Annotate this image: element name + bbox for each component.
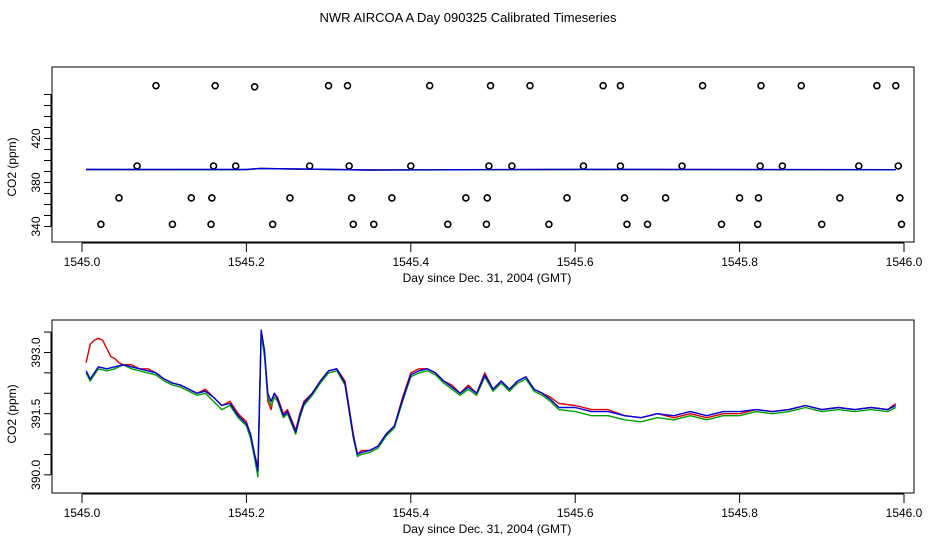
top-chart-data-point bbox=[483, 194, 492, 202]
top-chart-data-point bbox=[894, 162, 903, 170]
top-chart-data-point bbox=[897, 220, 906, 229]
top-chart-data-point bbox=[757, 81, 765, 90]
top-chart-data-point bbox=[231, 162, 240, 170]
top-chart-data-point bbox=[349, 220, 358, 229]
top-chart-panel: Day since Dec. 31, 2004 (GMT) CO2 (ppm) … bbox=[5, 66, 923, 285]
top-chart-y-tick-label: 340 bbox=[29, 216, 43, 236]
bottom-chart-x-tick-label: 1545.8 bbox=[721, 506, 758, 520]
top-chart-data-point bbox=[443, 220, 452, 229]
top-chart-data-point bbox=[526, 81, 534, 90]
bottom-chart-series-blue-line bbox=[85, 329, 897, 472]
top-chart-data-point bbox=[545, 220, 553, 229]
top-chart-data-point bbox=[482, 220, 491, 229]
top-chart-data-point bbox=[187, 194, 196, 202]
top-chart-y-axis-label: CO2 (ppm) bbox=[5, 137, 19, 196]
top-chart-data-point bbox=[286, 194, 294, 202]
top-chart-x-tick-label: 1545.0 bbox=[64, 255, 101, 269]
top-chart-data-point bbox=[817, 220, 826, 229]
top-chart-data-point bbox=[343, 81, 352, 90]
top-chart-series-blue-line bbox=[86, 167, 896, 171]
bottom-chart-x-tick-label: 1545.2 bbox=[228, 506, 265, 520]
top-chart-data-point bbox=[207, 220, 215, 229]
top-chart-data-point bbox=[616, 81, 625, 90]
top-chart-data-point bbox=[873, 81, 881, 90]
top-chart-data-point bbox=[250, 83, 259, 91]
bottom-chart-x-tick-label: 1546.0 bbox=[886, 506, 923, 520]
top-chart-data-point bbox=[753, 220, 762, 229]
bottom-chart-y-tick-label: 391.5 bbox=[29, 398, 43, 428]
bottom-chart-x-tick-label: 1545.0 bbox=[64, 506, 101, 520]
top-chart-data-point bbox=[168, 220, 177, 229]
top-chart-data-point bbox=[797, 81, 806, 90]
top-chart-data-point bbox=[97, 220, 105, 229]
top-chart-data-point bbox=[347, 194, 356, 202]
bottom-chart-x-axis-label: Day since Dec. 31, 2004 (GMT) bbox=[403, 522, 572, 536]
top-chart-data-point bbox=[698, 81, 707, 90]
top-chart-x-tick-label: 1546.0 bbox=[886, 255, 923, 269]
top-chart-data-point bbox=[208, 194, 216, 202]
top-chart-data-point bbox=[563, 194, 571, 202]
top-chart-data-point bbox=[620, 194, 629, 202]
top-chart-data-point bbox=[406, 162, 415, 170]
top-chart-data-point bbox=[579, 162, 588, 170]
top-chart-data-point bbox=[778, 162, 787, 170]
top-chart-data-point bbox=[425, 81, 434, 90]
bottom-chart-y-tick-label: 393.0 bbox=[29, 337, 43, 367]
top-chart-data-point bbox=[508, 162, 516, 170]
page-title: NWR AIRCOA A Day 090325 Calibrated Times… bbox=[320, 10, 617, 25]
top-chart-data-point bbox=[643, 220, 652, 229]
top-chart-data-point bbox=[623, 220, 631, 229]
top-chart-data-point bbox=[345, 162, 353, 170]
top-chart-x-tick-label: 1545.8 bbox=[721, 255, 758, 269]
top-chart-data-point bbox=[854, 162, 863, 170]
top-chart-y-tick-label: 420 bbox=[29, 128, 43, 148]
bottom-chart-plot-box bbox=[51, 319, 915, 494]
top-chart-data-point bbox=[756, 162, 764, 170]
top-chart-x-tick-label: 1545.6 bbox=[557, 255, 594, 269]
top-chart-x-axis-label: Day since Dec. 31, 2004 (GMT) bbox=[403, 271, 572, 285]
top-chart-plot-box bbox=[51, 66, 915, 243]
top-chart-data-point bbox=[486, 81, 495, 90]
top-chart-data-point bbox=[661, 194, 670, 202]
top-chart-x-tick-label: 1545.2 bbox=[228, 255, 265, 269]
top-chart-data-point bbox=[754, 194, 763, 202]
bottom-chart-series-green-line bbox=[85, 333, 897, 478]
top-chart-data-point bbox=[599, 81, 607, 90]
top-chart-data-point bbox=[209, 162, 218, 170]
top-chart-data-point bbox=[305, 162, 314, 170]
top-chart-data-point bbox=[115, 194, 123, 202]
top-chart-data-point bbox=[836, 194, 844, 202]
top-chart-data-point bbox=[462, 194, 470, 202]
top-chart-data-point bbox=[388, 194, 396, 202]
top-chart-data-point bbox=[324, 81, 333, 90]
top-chart-data-point bbox=[678, 162, 686, 170]
top-chart-data-point bbox=[896, 194, 904, 202]
bottom-chart-series-red-line bbox=[85, 331, 897, 468]
bottom-chart-panel: Day since Dec. 31, 2004 (GMT) CO2 (ppm) … bbox=[5, 319, 923, 536]
bottom-chart-x-tick-label: 1545.6 bbox=[557, 506, 594, 520]
bottom-chart-y-axis-label: CO2 (ppm) bbox=[5, 384, 19, 443]
bottom-chart-y-tick-label: 390.0 bbox=[29, 460, 43, 490]
top-chart-data-point bbox=[152, 81, 160, 90]
top-chart-data-point bbox=[370, 220, 378, 229]
top-chart-data-point bbox=[211, 81, 219, 90]
top-chart-y-tick-label: 380 bbox=[29, 172, 43, 192]
top-chart-data-point bbox=[717, 220, 726, 229]
bottom-chart-x-tick-label: 1545.4 bbox=[392, 506, 429, 520]
top-chart-data-point bbox=[268, 220, 277, 229]
top-chart-data-point bbox=[616, 162, 625, 170]
top-chart-data-point bbox=[485, 162, 493, 170]
top-chart-data-point bbox=[735, 194, 744, 202]
top-chart-data-point bbox=[891, 81, 900, 90]
top-chart-x-tick-label: 1545.4 bbox=[392, 255, 429, 269]
top-chart-data-point bbox=[133, 162, 141, 170]
